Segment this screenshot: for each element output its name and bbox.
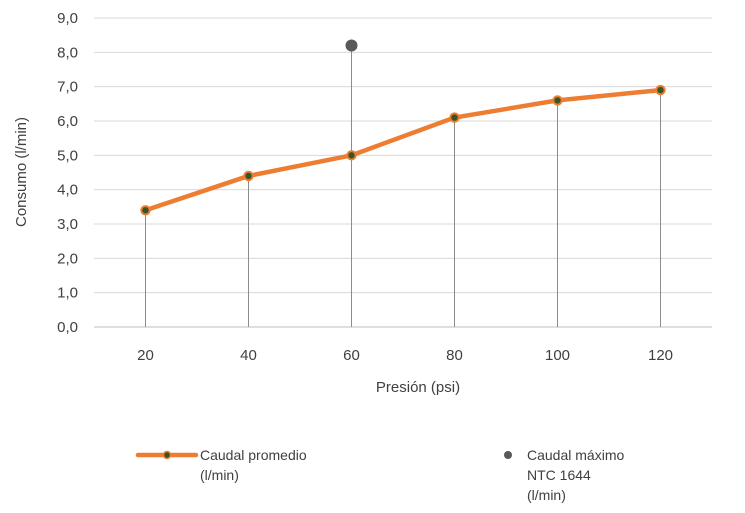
series-points (140, 39, 666, 216)
y-axis-title: Consumo (l/min) (13, 117, 30, 227)
series-lines (143, 87, 663, 213)
data-point-caudal-promedio (655, 84, 666, 96)
legend: Caudal promedio (l/min) Caudal máximo NTC 1… (135, 447, 624, 503)
x-tick-label: 100 (545, 347, 570, 364)
legend-marker-caudal-promedio (162, 450, 172, 460)
legend-label-caudal-maximo: (l/min) (527, 487, 566, 503)
y-tick-label: 8,0 (57, 44, 78, 61)
data-point-caudal-promedio (449, 112, 460, 123)
y-tick-label: 5,0 (57, 147, 78, 164)
series-line-caudal-promedio (143, 87, 663, 213)
y-tick-label: 0,0 (57, 319, 78, 336)
legend-label-caudal-maximo: NTC 1644 (527, 467, 591, 483)
x-tick-label: 20 (137, 347, 154, 364)
y-tick-label: 6,0 (57, 113, 78, 130)
y-tick-label: 9,0 (57, 10, 78, 27)
data-point-caudal-promedio (243, 170, 254, 182)
legend-marker-caudal-maximo (504, 451, 512, 459)
data-point-caudal-maximo (345, 39, 358, 52)
y-tick-label: 3,0 (57, 216, 78, 233)
data-point-caudal-promedio (552, 95, 563, 106)
x-tick-label: 60 (343, 347, 360, 364)
legend-label-caudal-promedio: Caudal promedio (200, 447, 307, 463)
x-tick-label: 80 (446, 347, 463, 364)
gridlines (94, 17, 712, 328)
legend-label-caudal-maximo: Caudal máximo (527, 447, 624, 463)
x-tick-label: 120 (648, 347, 673, 364)
data-point-caudal-promedio (346, 150, 357, 161)
y-tick-label: 2,0 (57, 250, 78, 267)
y-tick-labels: 0,0 1,0 2,0 3,0 4,0 5,0 6,0 7,0 8,0 9,0 (57, 10, 78, 336)
y-tick-label: 4,0 (57, 182, 78, 199)
legend-label-caudal-promedio: (l/min) (200, 467, 239, 483)
x-axis-title: Presión (psi) (376, 379, 460, 396)
x-tick-labels: 20 40 60 80 100 120 (137, 347, 673, 364)
x-tick-label: 40 (240, 347, 257, 364)
y-tick-label: 1,0 (57, 285, 78, 302)
y-tick-label: 7,0 (57, 79, 78, 96)
data-point-caudal-promedio (140, 205, 151, 216)
drop-lines (145, 45, 661, 327)
